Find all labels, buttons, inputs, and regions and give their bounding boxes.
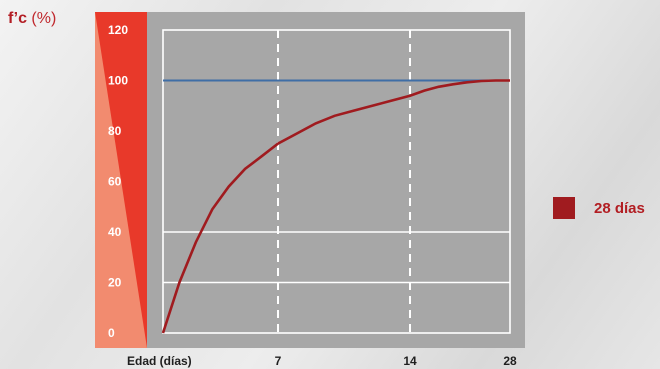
- x-tick-label: 14: [403, 354, 417, 368]
- y-tick-label: 100: [108, 74, 128, 88]
- y-tick-label: 40: [108, 225, 122, 239]
- x-tick-label: 28: [503, 354, 517, 368]
- y-tick-label: 0: [108, 326, 115, 340]
- y-tick-label: 80: [108, 124, 122, 138]
- strength-curve: [161, 79, 510, 334]
- y-tick-label: 120: [108, 23, 128, 37]
- plot-background: [147, 12, 525, 348]
- x-axis-label: Edad (días): [127, 354, 192, 368]
- plot-frame: [162, 29, 511, 334]
- y-axis-label: f’c (%): [8, 10, 56, 28]
- legend-label: 28 días: [594, 199, 645, 217]
- legend-swatch: [553, 197, 575, 219]
- x-tick-label: 7: [275, 354, 282, 368]
- legend: 28 días: [553, 197, 645, 219]
- y-tick-label: 20: [108, 276, 122, 290]
- y-axis-label-text: f’c: [8, 10, 27, 27]
- y-tick-label: 60: [108, 175, 122, 189]
- scale-strip-wedge: [95, 12, 147, 348]
- y-axis-label-unit: (%): [31, 10, 57, 27]
